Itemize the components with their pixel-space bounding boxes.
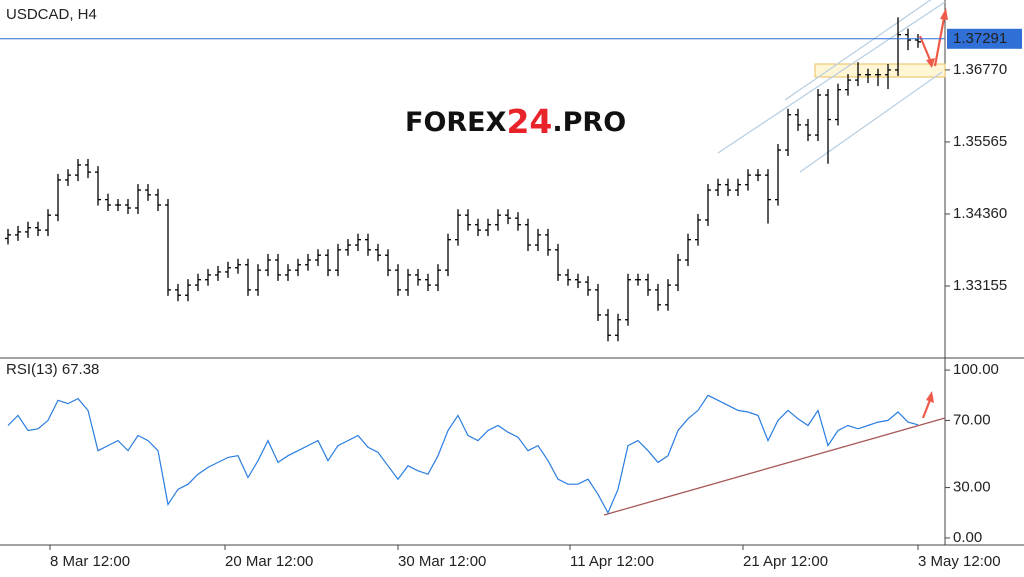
y-tick-label: 1.34360: [953, 205, 1007, 222]
arrow-head: [940, 8, 948, 20]
y-tick-label: 1.35565: [953, 133, 1007, 150]
channel-line: [717, 1, 946, 154]
x-tick-label: 11 Apr 12:00: [570, 553, 654, 570]
arrows: [918, 8, 948, 419]
y-tick-label: 100.00: [953, 361, 999, 378]
y-tick-label: 70.00: [953, 411, 991, 428]
x-tick-label: 30 Mar 12:00: [398, 553, 486, 570]
arrow-head: [926, 58, 935, 68]
y-tick-label: 1.33155: [953, 277, 1007, 294]
indicator-name: RSI(13): [6, 361, 58, 378]
x-tick-label: 21 Apr 12:00: [743, 553, 828, 570]
arrow: [933, 17, 946, 67]
current-price-box: [947, 28, 1022, 49]
current-price-label: 1.37291: [953, 30, 1007, 47]
indicator-value: 67.38: [62, 361, 100, 378]
x-tick-label: 8 Mar 12:00: [50, 553, 130, 570]
x-tick-label: 3 May 12:00: [918, 553, 1001, 570]
watermark-part: .PRO: [552, 107, 626, 138]
channel-line: [784, 0, 932, 101]
arrow-head: [926, 391, 934, 403]
y-tick-label: 1.36770: [953, 61, 1007, 78]
watermark-part: FOREX: [405, 107, 507, 138]
arrow: [918, 35, 932, 61]
arrow: [921, 399, 932, 419]
trend-line: [603, 417, 946, 516]
channel-line: [799, 71, 943, 173]
watermark: FOREX24.PRO: [405, 102, 626, 141]
chart-title: USDCAD, H4: [6, 6, 97, 23]
indicator-title: RSI(13) 67.38: [6, 361, 99, 378]
y-tick-label: 0.00: [953, 529, 982, 546]
rsi-line: [7, 394, 919, 515]
y-tick-label: 30.00: [953, 479, 991, 496]
watermark-part: 24: [506, 102, 552, 141]
bars: [5, 17, 921, 342]
x-tick-label: 20 Mar 12:00: [225, 553, 313, 570]
